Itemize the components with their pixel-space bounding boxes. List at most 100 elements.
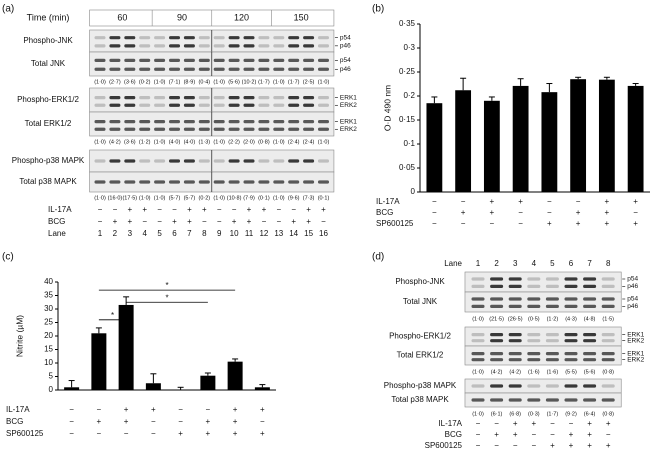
quantification: (1·0) [472, 411, 484, 417]
blot-band [471, 352, 485, 356]
blot-band [213, 103, 225, 107]
blot-band [169, 58, 180, 62]
blot-band [198, 36, 210, 40]
treatment-name: BCG [445, 430, 462, 439]
blot-band [601, 333, 615, 337]
blot-band [183, 36, 195, 40]
treatment-sign: − [276, 217, 281, 226]
treatment-sign: + [518, 197, 523, 206]
treatment-sign: + [587, 430, 592, 439]
treatment-sign: + [606, 419, 611, 428]
blot-band [508, 384, 522, 388]
treatment-sign: + [97, 417, 102, 426]
blot-band [508, 297, 522, 301]
blot-band [601, 297, 615, 301]
quantification: (3·6) [124, 79, 136, 85]
blot-band [213, 36, 225, 40]
blot-band [545, 304, 559, 308]
treatment-name: BCG [376, 208, 393, 217]
quantification: (1·2) [139, 139, 151, 145]
quantification: (2·7) [109, 79, 121, 85]
y-tick-label: 25 [44, 318, 53, 327]
blot-band [527, 297, 541, 301]
blot-band [243, 103, 255, 107]
blot-band [583, 333, 597, 337]
lane-number: 6 [569, 259, 574, 268]
treatment-sign: + [233, 417, 238, 426]
blot-band [124, 36, 136, 40]
blot-band [183, 159, 195, 163]
quantification: (0·2) [139, 79, 151, 85]
y-tick-label: 40 [44, 277, 53, 286]
blot-band [169, 44, 180, 48]
blot-row-label: Phospho-JNK [23, 36, 73, 45]
blot-band [471, 277, 485, 281]
blot-strip [464, 378, 622, 394]
treatment-sign: − [518, 219, 523, 228]
treatment-sign: + [247, 217, 252, 226]
blot-band [198, 44, 210, 48]
bar [512, 85, 529, 192]
treatment-sign: − [69, 417, 74, 426]
treatment-sign: + [576, 219, 581, 228]
blot-band [243, 36, 255, 40]
blot-band [288, 44, 300, 48]
bar [483, 100, 500, 192]
treatment-sign: − [291, 205, 296, 214]
blot-band [564, 304, 578, 308]
treatment-sign: + [124, 417, 129, 426]
treatment-name: SP600125 [376, 219, 414, 228]
quantification: (4·3) [565, 316, 577, 322]
blot-band [564, 297, 578, 301]
blot-row-label: Total JNK [31, 59, 66, 68]
lane-number: 4 [532, 259, 537, 268]
blot-band [288, 127, 300, 131]
y-tick-label: 0·3 [403, 43, 415, 52]
treatment-sign: + [291, 217, 296, 226]
treatment-name: SP600125 [425, 441, 463, 450]
y-tick-label: 20 [44, 331, 53, 340]
bar [598, 79, 615, 192]
blot-band [124, 58, 136, 62]
blot-band [198, 96, 210, 100]
blot-band [527, 333, 541, 337]
quantification: (1·6) [528, 369, 540, 375]
blot-band [258, 120, 270, 124]
blot-band [471, 398, 485, 402]
blot-band [601, 352, 615, 356]
treatment-sign: − [157, 217, 162, 226]
blot-row-label: Phospho-p38 MAPK [384, 381, 457, 390]
treatment-sign: + [547, 219, 552, 228]
lane-number: 2 [113, 229, 118, 238]
treatment-sign: + [633, 197, 638, 206]
blot-band [109, 67, 121, 71]
treatment-sign: − [206, 405, 211, 414]
blot-band [508, 277, 522, 281]
quantification: (2·4) [303, 139, 315, 145]
band-label: ERK2 [627, 356, 644, 363]
treatment-name: IL-17A [438, 419, 462, 428]
quantification: (6·8) [509, 411, 521, 417]
blot-band [139, 36, 151, 40]
bar [145, 383, 161, 390]
blot-band [94, 120, 106, 124]
lane-number: 11 [245, 229, 254, 238]
blot-band [109, 120, 121, 124]
lane-number: 10 [230, 229, 239, 238]
blot-band [169, 180, 180, 184]
treatment-sign: − [202, 217, 207, 226]
y-tick-label: 5 [49, 372, 54, 381]
blot-band [318, 36, 329, 40]
blot-band [288, 36, 300, 40]
blot-band [527, 339, 541, 343]
blot-band [471, 333, 485, 337]
quantification: (0·2) [198, 195, 210, 201]
quantification: (2·4) [288, 139, 300, 145]
quantification: (1·0) [273, 79, 285, 85]
band-label: ERK2 [340, 102, 357, 109]
treatment-sign: + [262, 205, 267, 214]
blot-band [527, 398, 541, 402]
blot-band [471, 304, 485, 308]
treatment-sign: + [247, 205, 252, 214]
y-tick-label: 0·2 [403, 91, 415, 100]
